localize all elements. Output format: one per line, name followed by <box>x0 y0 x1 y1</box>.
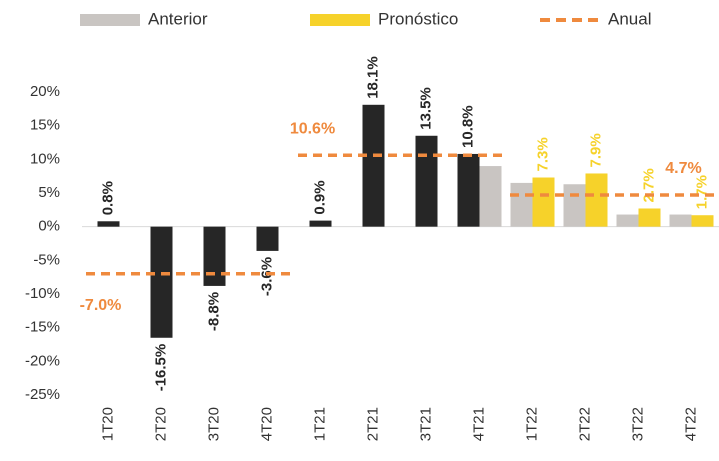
bar <box>638 208 661 227</box>
legend-swatch <box>80 14 140 26</box>
value-label: -16.5% <box>152 344 169 392</box>
y-tick-label: 10% <box>30 150 60 167</box>
x-tick-label: 4T21 <box>470 407 487 441</box>
bar <box>362 104 385 227</box>
bar <box>415 135 438 227</box>
bar <box>97 221 120 227</box>
bar <box>616 214 639 227</box>
bar <box>256 226 279 251</box>
value-label: 7.9% <box>587 133 604 167</box>
bar <box>203 226 226 286</box>
y-tick-label: -15% <box>25 319 60 336</box>
x-tick-label: 1T22 <box>523 407 540 441</box>
x-tick-label: 4T22 <box>682 407 699 441</box>
bar <box>479 166 502 227</box>
value-label: 13.5% <box>417 87 434 130</box>
annual-label: -7.0% <box>80 297 122 314</box>
value-label: 1.7% <box>693 175 710 209</box>
y-tick-label: 15% <box>30 117 60 134</box>
value-label: 0.8% <box>99 181 116 215</box>
x-tick-label: 1T21 <box>311 407 328 441</box>
annual-label: 4.7% <box>665 160 701 177</box>
legend-label: Pronóstico <box>378 9 458 28</box>
x-tick-label: 3T20 <box>205 407 222 441</box>
value-label: -3.6% <box>258 257 275 296</box>
value-label: 18.1% <box>364 56 381 99</box>
legend-swatch <box>310 14 370 26</box>
bar <box>563 184 586 227</box>
bar <box>309 220 332 227</box>
x-tick-label: 1T20 <box>99 407 116 441</box>
bar <box>585 173 608 227</box>
bar <box>691 215 714 227</box>
y-tick-label: -25% <box>25 386 60 403</box>
bar <box>457 153 480 227</box>
value-label: 0.9% <box>311 180 328 214</box>
y-tick-label: -20% <box>25 352 60 369</box>
x-tick-label: 3T21 <box>417 407 434 441</box>
value-label: 7.3% <box>534 137 551 171</box>
legend-label: Anterior <box>148 9 208 28</box>
x-tick-label: 2T21 <box>364 407 381 441</box>
y-tick-label: 5% <box>38 184 60 201</box>
y-tick-label: 0% <box>38 218 60 235</box>
value-label: 2.7% <box>640 168 657 202</box>
bar <box>532 177 555 227</box>
bar <box>150 226 173 338</box>
x-tick-label: 2T22 <box>576 407 593 441</box>
y-tick-label: -10% <box>25 285 60 302</box>
y-tick-label: 20% <box>30 83 60 100</box>
x-tick-label: 2T20 <box>152 407 169 441</box>
bar <box>510 182 533 227</box>
x-tick-label: 4T20 <box>258 407 275 441</box>
bar <box>669 214 692 227</box>
legend-label: Anual <box>608 9 651 28</box>
value-label: -8.8% <box>205 292 222 331</box>
value-label: 10.8% <box>459 105 476 148</box>
annual-label: 10.6% <box>290 121 335 138</box>
y-tick-label: -5% <box>33 251 60 268</box>
x-tick-label: 3T22 <box>629 407 646 441</box>
